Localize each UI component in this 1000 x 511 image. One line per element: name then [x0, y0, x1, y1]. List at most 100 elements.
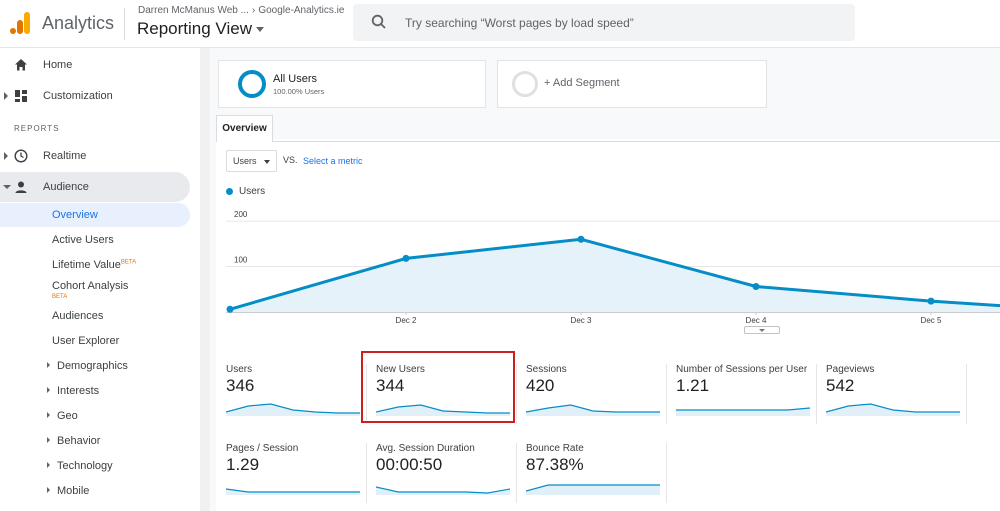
sidebar-subitem-label: Technology	[57, 460, 113, 472]
sidebar-item-realtime[interactable]: Realtime	[0, 141, 190, 171]
data-point[interactable]	[752, 283, 760, 291]
tile-divider	[966, 364, 967, 424]
metric-value: 346	[226, 376, 255, 395]
metric-label: Users	[226, 364, 253, 375]
tile-divider	[516, 364, 517, 424]
metric-label: Sessions	[526, 364, 567, 375]
expand-arrow-icon[interactable]	[47, 487, 50, 493]
home-icon	[15, 59, 27, 71]
metric-tile-sessions[interactable]: Sessions 420	[526, 364, 676, 434]
x-tick-label: Dec 2	[396, 316, 417, 325]
segment-subtitle: 100.00% Users	[273, 87, 325, 96]
collapse-arrow-icon[interactable]	[3, 185, 11, 189]
analytics-logo-icon[interactable]	[8, 10, 34, 36]
sparkline	[526, 404, 660, 416]
search-icon	[371, 14, 386, 29]
metric-tile-bounce-rate[interactable]: Bounce Rate 87.38%	[526, 443, 676, 511]
dashboard-icon	[15, 90, 27, 102]
account-breadcrumb[interactable]: Darren McManus Web ... › Google-Analytics.…	[138, 5, 344, 16]
sidebar-scrollbar[interactable]	[200, 48, 210, 511]
tab-overview[interactable]: Overview	[216, 115, 273, 142]
tile-divider	[366, 443, 367, 503]
metric-tile-users[interactable]: Users 346	[226, 364, 376, 434]
lifetime-value-label: Lifetime Value	[52, 259, 121, 271]
expand-arrow-icon[interactable]	[47, 462, 50, 468]
expand-arrow-icon[interactable]	[47, 362, 50, 368]
add-segment-button[interactable]: + Add Segment	[497, 60, 767, 108]
y-tick-label: 100	[234, 256, 248, 265]
person-icon	[15, 181, 27, 193]
sidebar-subitem-label: Geo	[57, 410, 78, 422]
sparkline-area	[526, 485, 660, 495]
caret-down-icon	[264, 160, 270, 164]
tile-divider	[366, 364, 367, 424]
sparkline-area	[376, 405, 510, 416]
metric-tile-new-users[interactable]: New Users 344	[376, 364, 526, 434]
sidebar-subitem-technology[interactable]: Technology	[0, 454, 190, 478]
metric-dropdown[interactable]: Users	[226, 150, 277, 172]
data-point[interactable]	[927, 297, 935, 305]
sidebar-subitem-lifetime-value[interactable]: Lifetime ValueBETA	[0, 253, 190, 277]
sidebar-subitem-cohort-analysis[interactable]: Cohort Analysis BETA	[0, 275, 190, 301]
sidebar-subitem-demographics[interactable]: Demographics	[0, 354, 190, 378]
sidebar-item-audience[interactable]: Audience	[0, 172, 190, 202]
sidebar-subitem-label: Mobile	[57, 485, 90, 497]
sparkline-line	[226, 488, 360, 493]
select-metric-link[interactable]: Select a metric	[303, 156, 363, 166]
x-tick-label: Dec 3	[571, 316, 592, 325]
sparkline-area	[676, 408, 810, 416]
report-panel	[216, 139, 1000, 511]
sidebar-subitem-overview[interactable]: Overview	[0, 203, 190, 227]
account-name[interactable]: Darren McManus Web ...	[138, 5, 249, 16]
reports-section-label: REPORTS	[14, 124, 60, 133]
view-selector[interactable]: Reporting View	[137, 19, 264, 39]
tile-divider	[516, 443, 517, 503]
metric-value: 542	[826, 376, 855, 395]
sidebar-subitem-mobile[interactable]: Mobile	[0, 479, 190, 503]
tile-divider	[666, 364, 667, 424]
metric-tile-avg-session-duration[interactable]: Avg. Session Duration 00:00:50	[376, 443, 526, 511]
expand-arrow-icon[interactable]	[4, 92, 8, 100]
search-input[interactable]	[405, 13, 835, 33]
app-name: Analytics	[42, 13, 115, 33]
metric-label: New Users	[376, 364, 425, 375]
sidebar-item-label: Home	[43, 59, 73, 71]
sidebar-subitem-audiences[interactable]: Audiences	[0, 304, 190, 328]
sparkline-line	[376, 404, 510, 414]
sidebar-subitem-active-users[interactable]: Active Users	[0, 228, 190, 252]
search-box[interactable]	[353, 4, 855, 41]
expand-arrow-icon[interactable]	[47, 412, 50, 418]
segment-all-users[interactable]: All Users 100.00% Users	[218, 60, 486, 108]
caret-down-icon	[255, 27, 264, 33]
sparkline	[226, 488, 360, 495]
sidebar-subitem-geo[interactable]: Geo	[0, 404, 190, 428]
metric-value: 87.38%	[526, 455, 584, 474]
metric-dropdown-value: Users	[233, 156, 257, 166]
y-tick-label: 200	[234, 210, 248, 219]
users-line-chart[interactable]: 100 200 Dec 2 Dec 3 Dec 4 Dec 5	[226, 200, 1000, 330]
sidebar-subitem-user-explorer[interactable]: User Explorer	[0, 329, 190, 353]
sidebar-item-customization[interactable]: Customization	[0, 81, 190, 111]
sidebar-subitem-label: Behavior	[57, 435, 101, 447]
chart-collapse-handle[interactable]	[744, 326, 780, 334]
expand-arrow-icon[interactable]	[47, 437, 50, 443]
property-name[interactable]: Google-Analytics.ie	[258, 5, 345, 16]
sidebar-subitem-behavior[interactable]: Behavior	[0, 429, 190, 453]
metric-tile-pageviews[interactable]: Pageviews 542	[826, 364, 976, 434]
sidebar-item-home[interactable]: Home	[0, 50, 190, 80]
x-tick-label: Dec 5	[921, 316, 942, 325]
metric-tile-number-of-sessions-per-user[interactable]: Number of Sessions per User 1.21	[676, 364, 826, 434]
sidebar-subitem-label: Overview	[52, 209, 98, 221]
sparkline	[226, 403, 360, 416]
sparkline-line	[226, 403, 360, 414]
metric-tile-pages-session[interactable]: Pages / Session 1.29	[226, 443, 376, 511]
sidebar-subitem-interests[interactable]: Interests	[0, 379, 190, 403]
expand-arrow-icon[interactable]	[4, 152, 8, 160]
sparkline	[526, 484, 660, 495]
expand-arrow-icon[interactable]	[47, 387, 50, 393]
data-point[interactable]	[402, 254, 410, 262]
data-point[interactable]	[577, 235, 585, 243]
data-point[interactable]	[226, 305, 234, 313]
sidebar-subitem-label: Audiences	[52, 310, 104, 322]
clock-icon	[14, 149, 28, 163]
